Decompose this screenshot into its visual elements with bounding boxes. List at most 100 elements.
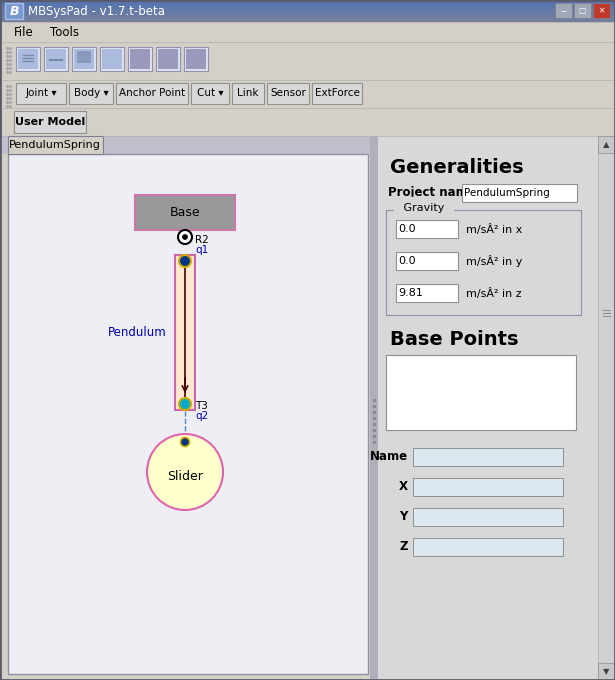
Bar <box>386 210 581 315</box>
Bar <box>0 42 615 80</box>
Text: B: B <box>9 5 18 18</box>
Bar <box>555 3 572 18</box>
Text: Pendulum: Pendulum <box>108 326 167 339</box>
Text: 0.0: 0.0 <box>398 224 416 234</box>
Bar <box>72 47 96 71</box>
Text: Link: Link <box>237 88 259 99</box>
Text: m/sÂ² in x: m/sÂ² in x <box>466 224 522 235</box>
Circle shape <box>183 235 188 239</box>
Bar <box>0 9 615 10</box>
Text: Base: Base <box>170 205 200 218</box>
Bar <box>598 136 615 680</box>
Bar <box>0 13 615 14</box>
Bar <box>69 83 113 104</box>
Bar <box>0 19 615 20</box>
Text: m/sÂ² in y: m/sÂ² in y <box>466 255 522 267</box>
Bar <box>184 47 208 71</box>
Bar <box>18 49 38 69</box>
Bar <box>0 4 615 5</box>
Bar <box>0 80 615 108</box>
Bar <box>0 20 615 21</box>
Bar <box>8 136 103 154</box>
Bar <box>135 195 235 230</box>
Bar <box>186 49 206 69</box>
Bar <box>0 17 615 18</box>
Bar <box>413 538 563 556</box>
Bar <box>16 47 40 71</box>
Bar <box>0 0 615 1</box>
Text: ▲: ▲ <box>603 140 609 149</box>
Bar <box>598 136 615 153</box>
Bar <box>396 220 458 238</box>
Circle shape <box>147 434 223 510</box>
Bar <box>370 136 378 680</box>
Text: Body ▾: Body ▾ <box>74 88 108 99</box>
Text: PendulumSpring: PendulumSpring <box>464 188 550 198</box>
Bar <box>413 448 563 466</box>
Text: File: File <box>14 25 34 39</box>
Text: Joint ▾: Joint ▾ <box>25 88 57 99</box>
Bar <box>0 2 615 3</box>
Bar <box>16 83 66 104</box>
Bar <box>0 21 615 22</box>
Bar <box>267 83 309 104</box>
Bar <box>0 3 615 4</box>
Bar <box>0 5 615 6</box>
Text: q1: q1 <box>195 245 208 255</box>
Text: Tools: Tools <box>50 25 79 39</box>
Bar <box>14 111 86 133</box>
Bar <box>593 3 610 18</box>
Bar <box>574 3 591 18</box>
Bar <box>0 15 615 16</box>
Text: MBSysPad - v1.7.t-beta: MBSysPad - v1.7.t-beta <box>28 5 165 18</box>
Text: 0.0: 0.0 <box>398 256 416 266</box>
Text: 9.81: 9.81 <box>398 288 423 298</box>
Text: R2: R2 <box>195 235 208 245</box>
Text: Cut ▾: Cut ▾ <box>197 88 223 99</box>
Text: Y: Y <box>400 511 408 524</box>
Bar <box>191 83 229 104</box>
Text: ▼: ▼ <box>603 667 609 676</box>
Bar <box>396 284 458 302</box>
Circle shape <box>179 255 191 267</box>
Bar <box>0 16 615 17</box>
Text: Base Points: Base Points <box>390 330 518 349</box>
Text: Anchor Point: Anchor Point <box>119 88 185 99</box>
Bar <box>0 11 615 12</box>
Circle shape <box>179 398 191 410</box>
Bar <box>312 83 362 104</box>
Bar <box>598 663 615 680</box>
Bar <box>0 14 615 15</box>
Bar <box>232 83 264 104</box>
Text: Name: Name <box>370 450 408 464</box>
Bar <box>413 508 563 526</box>
Bar <box>0 8 615 9</box>
Bar <box>0 6 615 7</box>
Bar <box>0 136 378 154</box>
Bar <box>0 22 615 42</box>
Bar <box>100 47 124 71</box>
Bar <box>0 108 615 136</box>
Bar <box>102 49 122 69</box>
Text: m/sÂ² in z: m/sÂ² in z <box>466 288 522 299</box>
Bar <box>378 136 598 680</box>
Bar <box>74 49 94 69</box>
Bar <box>462 184 577 202</box>
Text: ─: ─ <box>561 6 565 15</box>
Bar <box>413 478 563 496</box>
Bar <box>0 10 615 11</box>
Bar <box>116 83 188 104</box>
Text: ✕: ✕ <box>598 6 604 15</box>
Text: ExtForce: ExtForce <box>314 88 359 99</box>
Bar <box>0 136 615 680</box>
Bar <box>396 252 458 270</box>
Bar <box>128 47 152 71</box>
Bar <box>8 154 368 674</box>
Circle shape <box>178 230 192 244</box>
Bar <box>175 255 195 410</box>
Text: □: □ <box>578 6 585 15</box>
Bar <box>0 1 615 2</box>
Bar <box>0 7 615 8</box>
Text: Gravity: Gravity <box>400 203 448 213</box>
Bar <box>0 12 615 13</box>
